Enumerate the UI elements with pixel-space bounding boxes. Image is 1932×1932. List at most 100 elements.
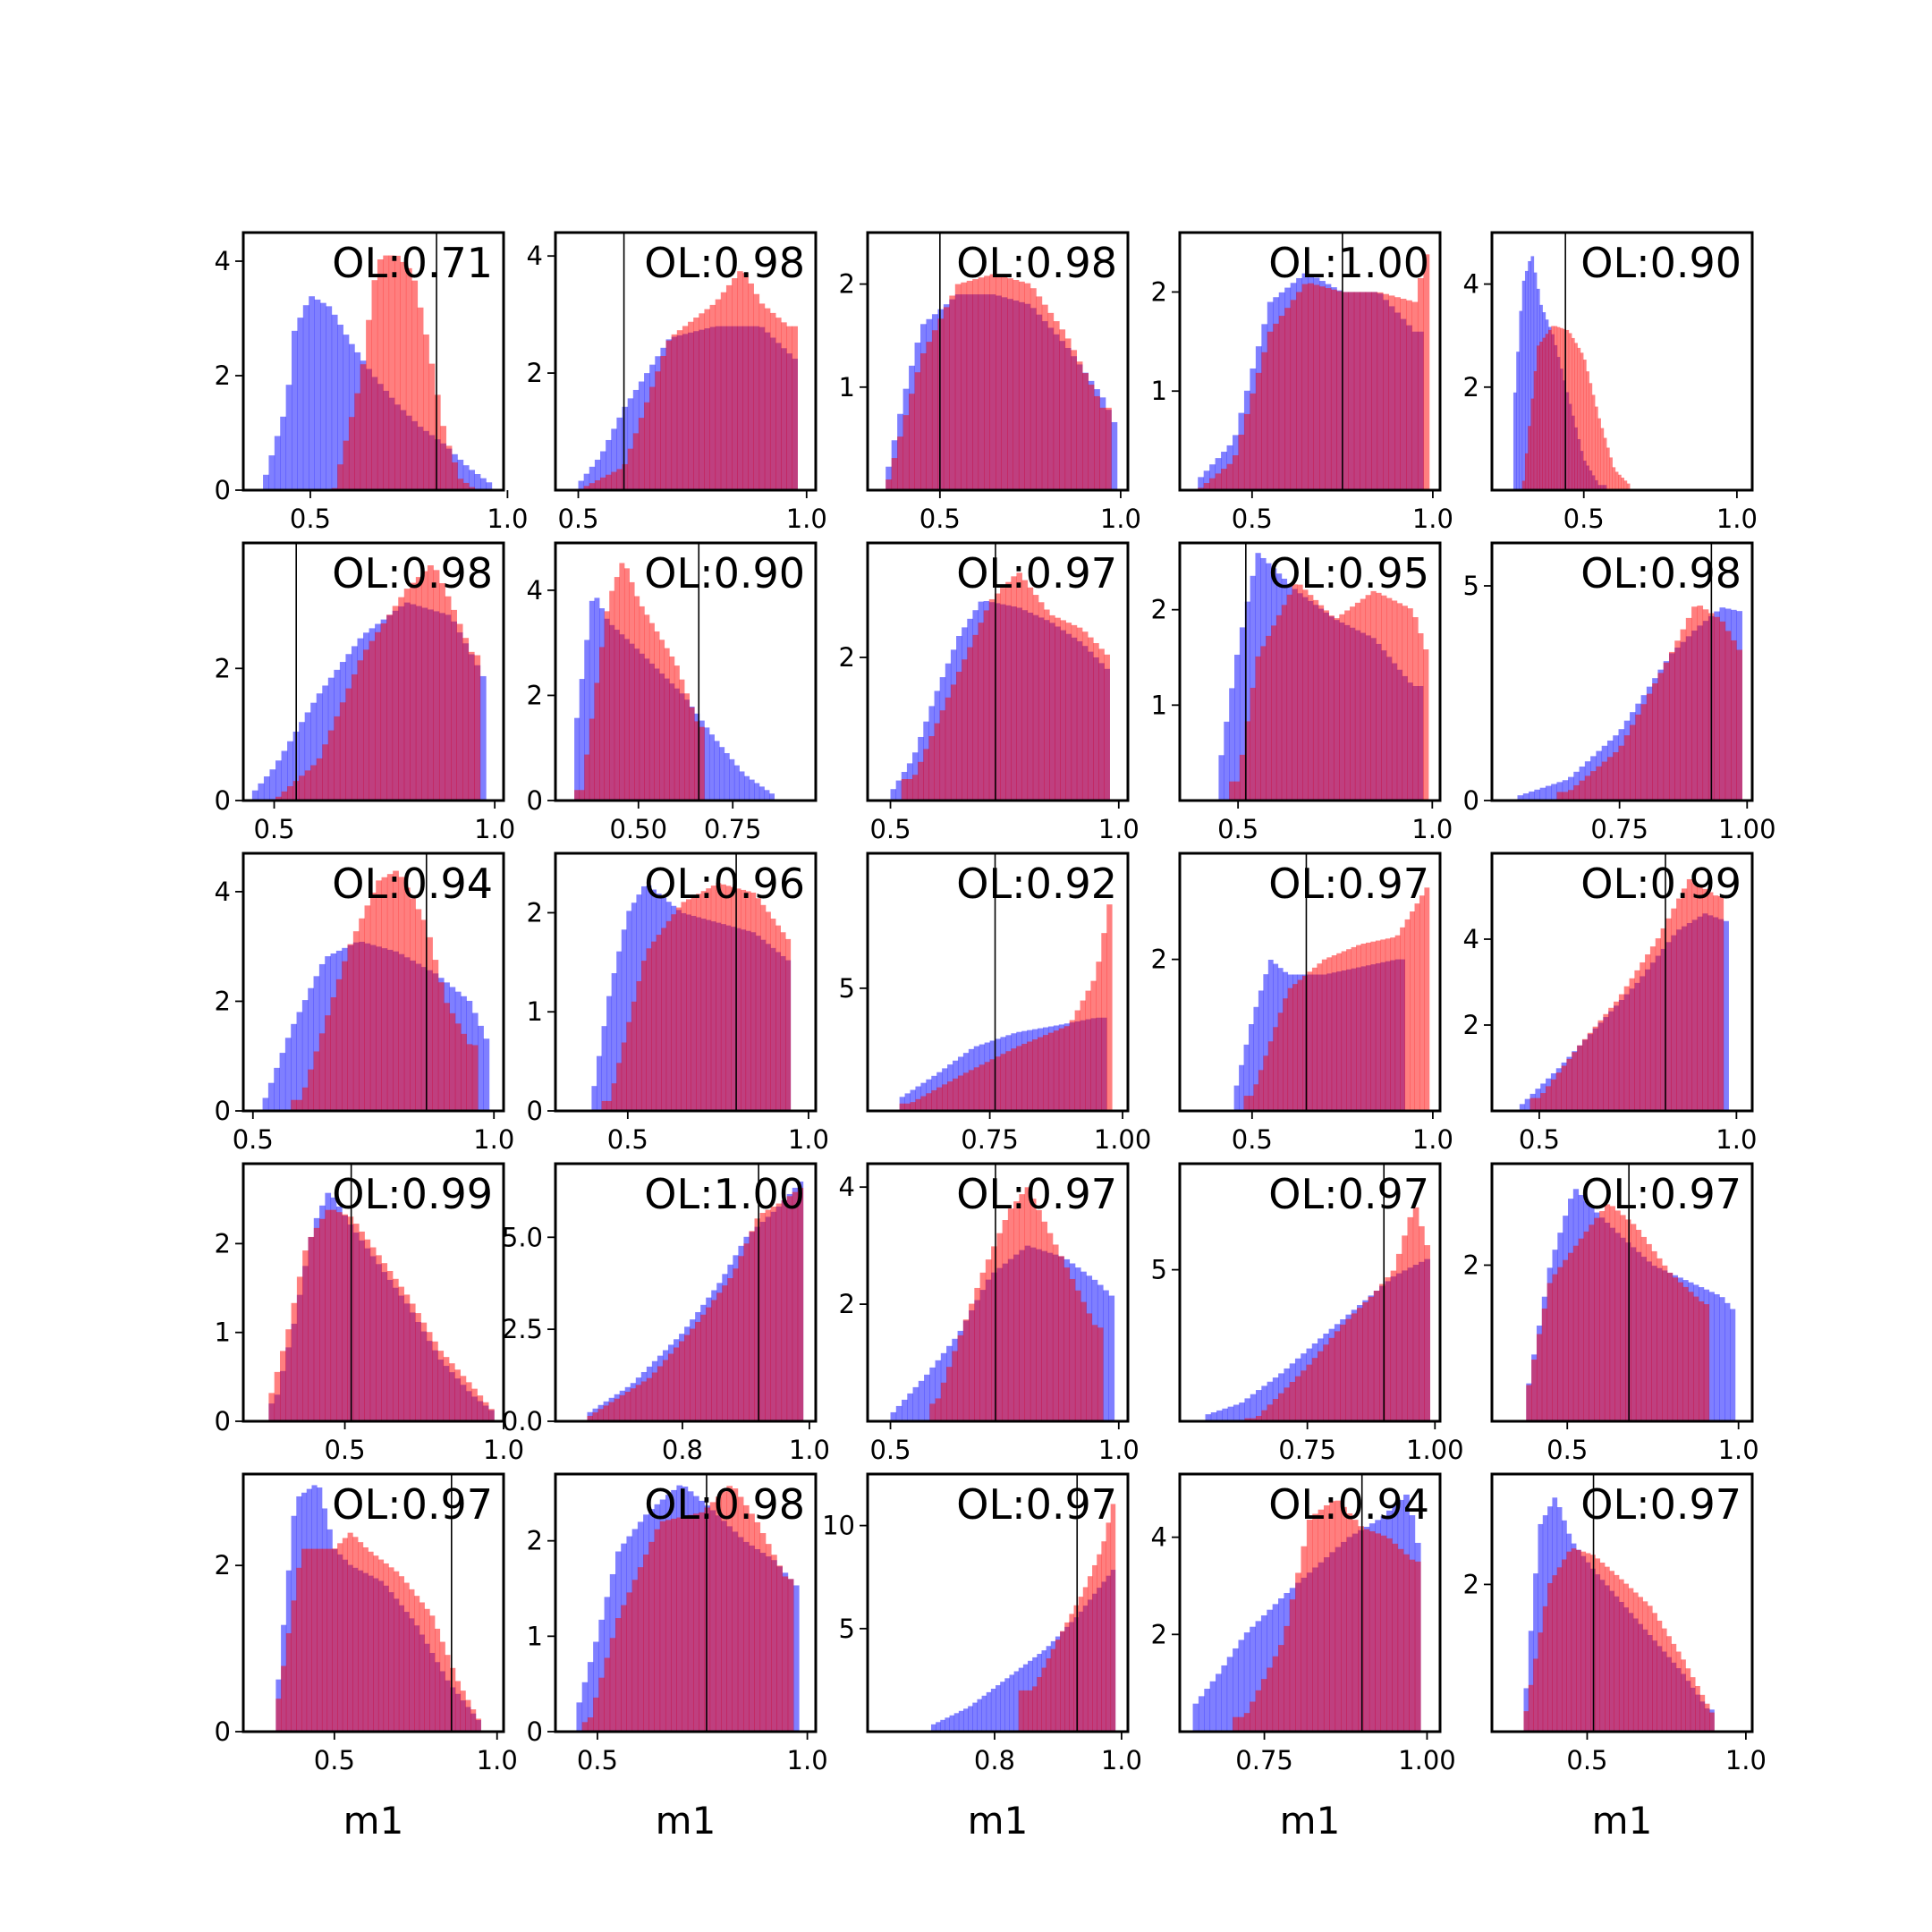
bar-red — [1341, 1506, 1347, 1732]
bar-red — [1078, 1597, 1084, 1732]
x-tick-label: 0.5 — [1232, 504, 1273, 534]
bar-red — [1087, 1576, 1093, 1732]
bar-red — [452, 462, 458, 490]
bar-red — [285, 1632, 292, 1732]
y-tick-label: 2 — [527, 897, 543, 928]
bar-red — [601, 1100, 607, 1111]
bar-blue — [1256, 1390, 1262, 1421]
axes-frame — [866, 1472, 1130, 1733]
axes-frame — [866, 231, 1130, 492]
bar-red — [629, 581, 635, 801]
bar-blue — [1218, 755, 1224, 801]
bar-red — [1267, 331, 1274, 490]
bar-blue — [895, 1405, 902, 1421]
bar-blue — [764, 790, 770, 801]
bar-red — [1556, 792, 1563, 801]
bar-red — [1646, 693, 1653, 801]
bar-red — [1400, 298, 1407, 490]
bar-blue — [1239, 1064, 1244, 1111]
bar-red — [1101, 1541, 1106, 1732]
bar-red — [1585, 1553, 1591, 1732]
bar-red — [1552, 1575, 1558, 1732]
bar-red — [1229, 781, 1235, 801]
bar-blue — [589, 600, 595, 801]
bar-blue — [576, 1702, 583, 1732]
bar-red — [1342, 292, 1349, 490]
bar-blue — [902, 1399, 908, 1421]
bar-red — [1370, 941, 1377, 1111]
bar-red — [321, 1548, 328, 1732]
bar-red — [360, 364, 367, 490]
bar-red — [1556, 326, 1561, 490]
x-tick-label: 0.5 — [1217, 814, 1258, 844]
bar-red — [904, 1103, 911, 1111]
bar-red — [1623, 735, 1631, 801]
bar-red — [1239, 754, 1246, 801]
bar-red — [1024, 283, 1031, 490]
bar-red — [770, 919, 776, 1111]
bar-red — [1308, 283, 1314, 490]
bar-blue — [310, 702, 318, 801]
bar-red — [665, 340, 673, 490]
bar-red — [606, 1100, 613, 1111]
y-tick-label: 2 — [1151, 1619, 1167, 1649]
bar-red — [787, 1579, 794, 1732]
bar-red — [1632, 1592, 1639, 1732]
bar-red — [914, 372, 921, 490]
bar-red — [1046, 1233, 1054, 1421]
bar-red — [1704, 1703, 1710, 1732]
bar-red — [732, 1488, 739, 1732]
bar-red — [1578, 1238, 1584, 1421]
bar-red — [918, 761, 924, 801]
bar-blue — [296, 1012, 303, 1111]
bar-blue — [251, 790, 258, 801]
bar-red — [1321, 959, 1327, 1111]
bar-red — [1423, 254, 1430, 490]
bar-red — [1000, 588, 1006, 801]
bar-red — [988, 598, 996, 801]
bar-red — [377, 259, 384, 490]
bar-red — [899, 1103, 905, 1111]
bar-red — [615, 1618, 622, 1732]
bar-red — [301, 1548, 308, 1732]
bar-blue — [262, 1097, 269, 1111]
bar-red — [1685, 1668, 1691, 1732]
bar-red — [1319, 286, 1326, 490]
bar-red — [1589, 1224, 1595, 1421]
bar-red — [966, 280, 973, 490]
bar-blue — [593, 1641, 599, 1732]
bar-red — [1032, 595, 1039, 801]
overlap-label: OL:0.98 — [1580, 549, 1741, 597]
bar-red — [1011, 576, 1017, 801]
bar-red — [1058, 1256, 1064, 1421]
bar-red — [978, 277, 985, 490]
bar-red — [1583, 1231, 1589, 1421]
bar-red — [737, 1496, 744, 1732]
bar-red — [403, 887, 411, 1111]
bar-red — [342, 1538, 348, 1732]
bar-red — [923, 749, 929, 801]
bar-red — [786, 326, 792, 490]
subplot-r3-c2: 0.5 1.0 2 4 OL:0.97 — [839, 1162, 1140, 1465]
bar-red — [474, 655, 481, 801]
bar-red — [1417, 277, 1424, 490]
bar-red — [405, 267, 412, 490]
x-tick-label: 1.0 — [1412, 1124, 1453, 1155]
overlap-label: OL:0.97 — [956, 549, 1117, 597]
bar-red — [1323, 1344, 1330, 1421]
bar-blue — [478, 1025, 484, 1111]
bar-red — [1414, 1561, 1421, 1732]
bar-red — [1334, 618, 1340, 801]
bar-red — [1552, 1274, 1558, 1421]
bar-red — [669, 656, 675, 801]
bar-blue — [1198, 1696, 1205, 1732]
bar-red — [398, 1576, 405, 1732]
x-tick-label: 0.75 — [1590, 814, 1648, 844]
overlap-label: OL:0.99 — [332, 1170, 493, 1218]
x-tick-label: 1.0 — [474, 814, 515, 844]
x-tick-label: 1.0 — [1098, 814, 1140, 844]
y-tick-label: 2 — [215, 1550, 231, 1580]
bar-red — [1076, 361, 1083, 490]
bar-red — [444, 1003, 450, 1111]
bar-red — [1521, 480, 1526, 490]
